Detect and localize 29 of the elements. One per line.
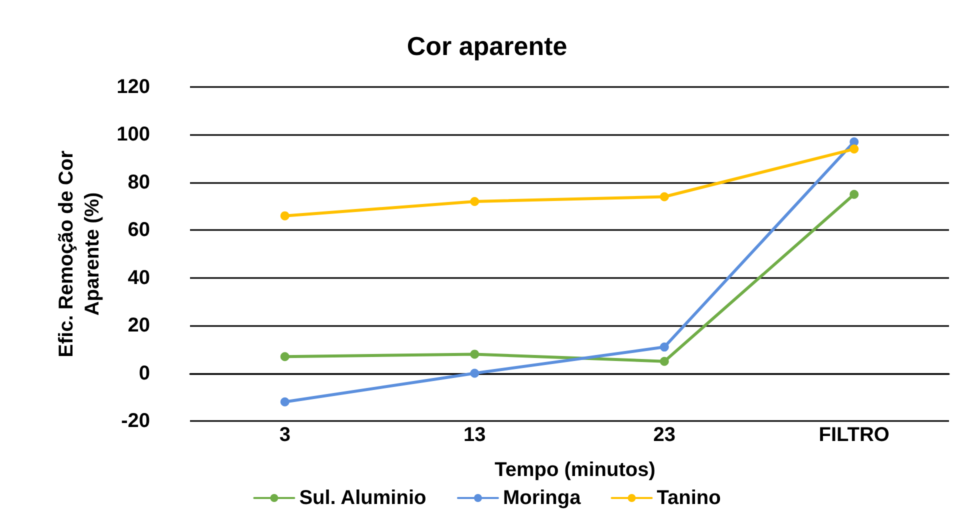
point [470, 197, 480, 206]
x-axis-title: Tempo (minutos) [494, 459, 656, 481]
point [850, 144, 859, 154]
x-tick-label: 23 [653, 424, 676, 446]
legend-label: Tanino [656, 487, 721, 509]
point [660, 356, 669, 366]
point [660, 342, 669, 352]
y-tick-label: 120 [116, 76, 150, 98]
point [850, 190, 859, 199]
y-tick-label: 60 [128, 219, 150, 242]
point [660, 192, 669, 202]
point [470, 350, 480, 359]
y-tick-label: 0 [138, 362, 150, 384]
x-tick-label: FILTRO [818, 424, 890, 446]
legend-label: Sul. Aluminio [299, 487, 426, 509]
y-tick-label: 40 [128, 266, 150, 289]
chart-title: Cor aparente [406, 31, 568, 61]
point [280, 397, 290, 406]
point [280, 211, 290, 220]
x-tick-label: 13 [464, 424, 486, 446]
y-tick-label: 100 [116, 124, 150, 146]
y-tick-label: 20 [128, 314, 150, 337]
x-tick-label: 3 [279, 424, 290, 446]
y-tick-label: 80 [128, 171, 150, 194]
point [280, 352, 290, 362]
point [470, 368, 480, 378]
legend-label: Moringa [502, 487, 582, 509]
y-tick-label: -20 [121, 410, 150, 432]
y-axis-title: Efic. Remoção de Cor Aparente (%) [56, 150, 104, 358]
